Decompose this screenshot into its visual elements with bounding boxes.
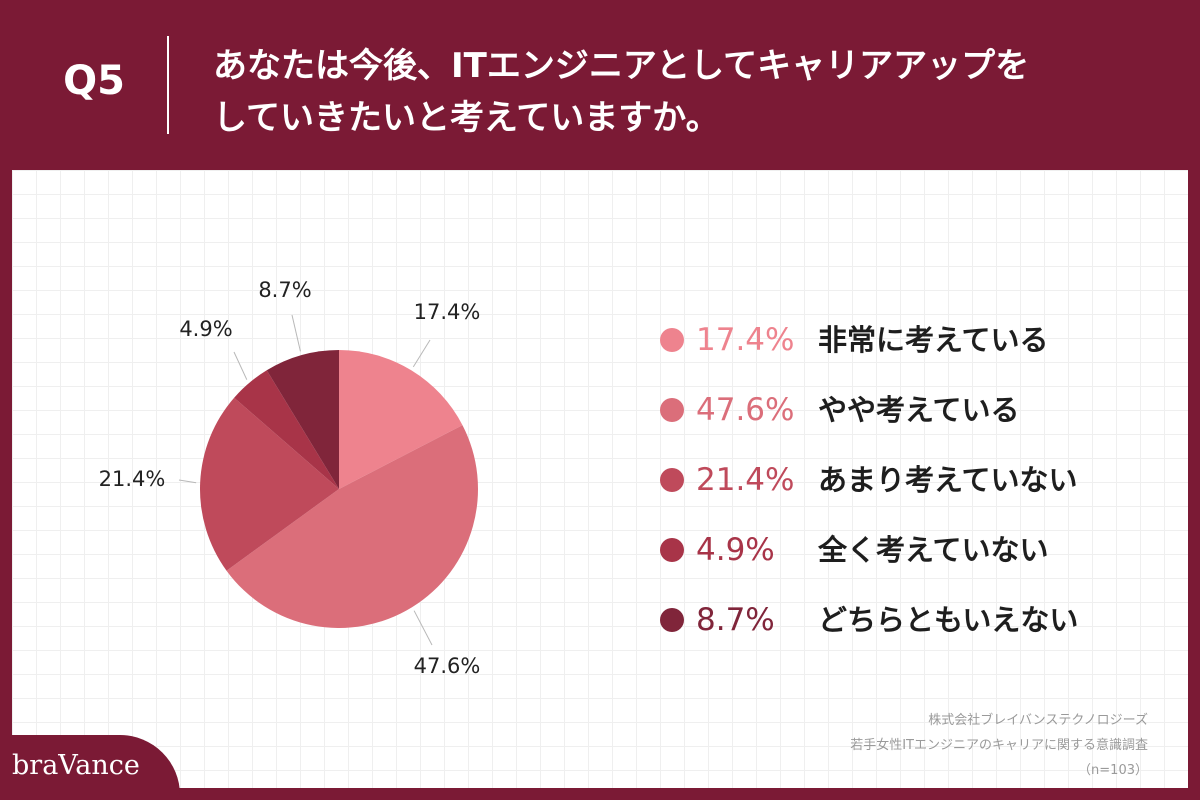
legend-label: 全く考えていない xyxy=(818,533,1049,567)
pie-data-label: 17.4% xyxy=(414,300,481,324)
header: Q5 あなたは今後、ITエンジニアとしてキャリアアップを していきたいと考えてい… xyxy=(0,0,1200,170)
legend-percent: 4.9% xyxy=(696,532,775,568)
pie-data-label: 21.4% xyxy=(99,467,166,491)
legend-label: 非常に考えている xyxy=(818,323,1049,357)
legend-item: 21.4% あまり考えていない xyxy=(660,460,1160,530)
logo-tab xyxy=(0,735,180,800)
question-title-line-1: あなたは今後、ITエンジニアとしてキャリアアップを xyxy=(213,46,1030,86)
header-divider xyxy=(167,36,169,134)
question-number: Q5 xyxy=(63,58,125,104)
legend-dot xyxy=(660,608,684,632)
source-survey: 若手女性ITエンジニアのキャリアに関する意識調査 xyxy=(850,738,1148,753)
pie-data-label: 4.9% xyxy=(179,317,232,341)
source-note: 株式会社ブレイバンステクノロジーズ 若手女性ITエンジニアのキャリアに関する意識… xyxy=(850,708,1148,783)
source-company: 株式会社ブレイバンステクノロジーズ xyxy=(928,713,1148,728)
legend-label: どちらともいえない xyxy=(818,603,1079,637)
legend-label: あまり考えていない xyxy=(818,463,1078,497)
legend-percent: 8.7% xyxy=(696,602,775,638)
pie-slice xyxy=(339,350,463,489)
leader-line xyxy=(412,339,431,368)
chart-legend: 17.4% 非常に考えている 47.6% やや考えている 21.4% あまり考え… xyxy=(660,320,1160,670)
pie-slice xyxy=(199,397,339,571)
leader-line xyxy=(178,479,197,484)
legend-dot xyxy=(660,468,684,492)
legend-percent: 21.4% xyxy=(696,462,795,498)
legend-item: 47.6% やや考えている xyxy=(660,390,1160,460)
question-title-line-2: していきたいと考えていますか。 xyxy=(213,98,720,138)
legend-label: やや考えている xyxy=(818,393,1020,427)
source-sample: （n=103） xyxy=(1078,763,1148,778)
legend-percent: 17.4% xyxy=(696,322,795,358)
legend-dot xyxy=(660,398,684,422)
pie-data-label: 47.6% xyxy=(414,654,481,678)
question-title: あなたは今後、ITエンジニアとしてキャリアアップを していきたいと考えていますか… xyxy=(213,40,1173,144)
pie-slice xyxy=(266,350,339,489)
leader-line xyxy=(233,351,248,380)
leader-line xyxy=(291,314,301,352)
legend-dot xyxy=(660,538,684,562)
brand-logo: braVance xyxy=(12,750,140,781)
legend-item: 8.7% どちらともいえない xyxy=(660,600,1160,670)
legend-dot xyxy=(660,328,684,352)
leader-line xyxy=(413,610,433,646)
legend-item: 17.4% 非常に考えている xyxy=(660,320,1160,390)
pie-slice xyxy=(234,370,339,489)
legend-percent: 47.6% xyxy=(696,392,795,428)
pie-data-label: 8.7% xyxy=(258,278,311,302)
pie-slice xyxy=(226,425,478,629)
legend-item: 4.9% 全く考えていない xyxy=(660,530,1160,600)
